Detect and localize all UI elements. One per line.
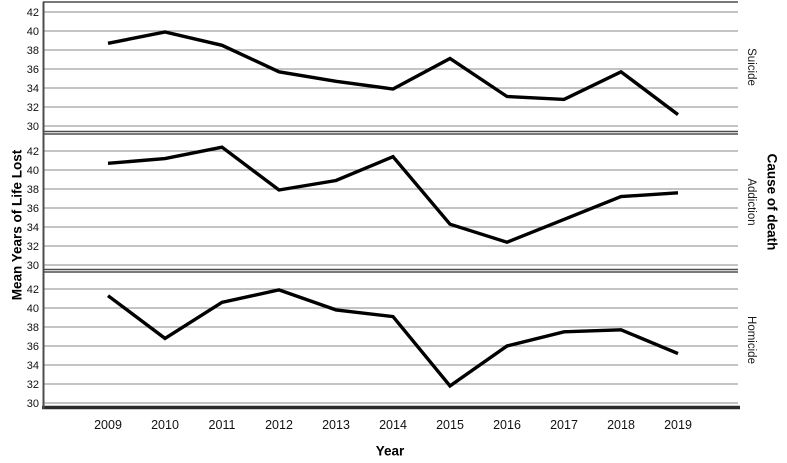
series-line-suicide bbox=[107, 30, 680, 116]
x-tick-label: 2010 bbox=[151, 418, 179, 432]
series-line-homicide bbox=[106, 288, 679, 389]
y-tick-label: 42 bbox=[27, 284, 39, 296]
y-tick-label: 32 bbox=[27, 241, 39, 253]
x-tick-label: 2009 bbox=[94, 418, 122, 432]
y-tick-label: 42 bbox=[27, 7, 39, 19]
x-tick-label: 2014 bbox=[379, 418, 407, 432]
x-tick-label: 2012 bbox=[265, 418, 293, 432]
y-tick-label: 30 bbox=[27, 398, 39, 410]
y-axis-title: Mean Years of Life Lost bbox=[9, 149, 25, 301]
y-tick-label: 40 bbox=[27, 26, 39, 38]
y-tick-label: 36 bbox=[27, 64, 39, 76]
panel-axis-title: Cause of death bbox=[764, 153, 780, 251]
y-tick-label: 30 bbox=[27, 260, 39, 272]
panel-label-suicide: Suicide bbox=[745, 48, 757, 86]
x-tick-label: 2015 bbox=[436, 418, 464, 432]
y-tick-label: 34 bbox=[27, 360, 39, 372]
x-tick-label: 2018 bbox=[607, 418, 635, 432]
y-tick-label: 40 bbox=[27, 165, 39, 177]
x-tick-label: 2019 bbox=[664, 418, 692, 432]
x-axis-title: Year bbox=[375, 443, 405, 459]
y-tick-label: 36 bbox=[27, 341, 39, 353]
x-tick-label: 2016 bbox=[493, 418, 521, 432]
y-tick-label: 32 bbox=[27, 102, 39, 114]
y-tick-label: 30 bbox=[27, 121, 39, 133]
x-tick-label: 2013 bbox=[322, 418, 350, 432]
y-tick-label: 38 bbox=[27, 322, 39, 334]
panel-label-addiction: Addiction bbox=[745, 178, 757, 226]
y-tick-label: 38 bbox=[27, 184, 39, 196]
x-tick-label: 2017 bbox=[550, 418, 578, 432]
y-tick-label: 38 bbox=[27, 45, 39, 57]
series-line-addiction bbox=[107, 145, 679, 245]
y-tick-label: 34 bbox=[27, 222, 39, 234]
y-tick-label: 42 bbox=[27, 146, 39, 158]
y-tick-label: 32 bbox=[27, 379, 39, 391]
y-tick-label: 34 bbox=[27, 83, 39, 95]
y-tick-label: 36 bbox=[27, 203, 39, 215]
x-tick-label: 2011 bbox=[209, 418, 236, 432]
y-tick-label: 40 bbox=[27, 303, 39, 315]
panel-label-homicide: Homicide bbox=[745, 316, 757, 364]
